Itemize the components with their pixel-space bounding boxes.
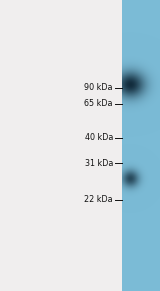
Text: 65 kDa: 65 kDa	[84, 100, 113, 109]
Text: 90 kDa: 90 kDa	[84, 84, 113, 93]
Bar	[122, 0, 160, 291]
Text: 31 kDa: 31 kDa	[85, 159, 113, 168]
Text: 40 kDa: 40 kDa	[85, 134, 113, 143]
Text: 22 kDa: 22 kDa	[84, 196, 113, 205]
